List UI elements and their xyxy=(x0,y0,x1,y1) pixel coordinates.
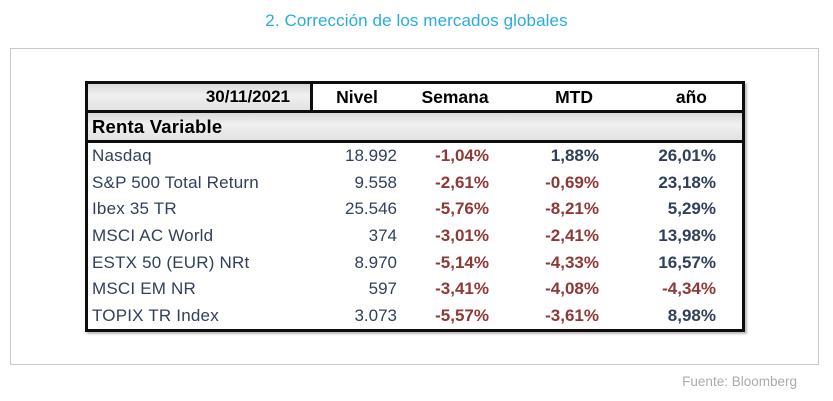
mtd-value: 1,88% xyxy=(550,146,599,166)
page-title: 2. Corrección de los mercados globales xyxy=(265,11,568,30)
table-row: TOPIX TR Index 3.073 -5,57% -3,61% 8,98% xyxy=(88,302,742,329)
mtd-value: -3,61% xyxy=(545,305,599,325)
row-label: MSCI AC World xyxy=(92,225,214,245)
mtd-value: -4,33% xyxy=(545,252,599,272)
date-header-cell: 30/11/2021 xyxy=(88,84,313,110)
table-row: Ibex 35 TR 25.546 -5,76% -8,21% 5,29% xyxy=(88,196,742,223)
source-note: Fuente: Bloomberg xyxy=(682,374,797,389)
table-header-row: 30/11/2021 Nivel Semana MTD año xyxy=(88,84,742,113)
semana-value: -3,01% xyxy=(435,225,489,245)
nivel-value: 25.546 xyxy=(345,199,397,219)
ano-value: 16,57% xyxy=(658,252,716,272)
markets-table: 30/11/2021 Nivel Semana MTD año Renta Va… xyxy=(85,81,745,332)
nivel-value: 374 xyxy=(368,225,397,245)
ano-value: 8,98% xyxy=(667,305,716,325)
col-header-mtd: MTD xyxy=(555,86,593,107)
mtd-value: -4,08% xyxy=(545,279,599,299)
col-header-semana: Semana xyxy=(421,86,489,107)
semana-value: -5,14% xyxy=(435,252,489,272)
row-label: TOPIX TR Index xyxy=(92,305,219,325)
ano-value: 5,29% xyxy=(667,199,716,219)
nivel-value: 18.992 xyxy=(345,146,397,166)
table-row: S&P 500 Total Return 9.558 -2,61% -0,69%… xyxy=(88,170,742,197)
col-header-nivel: Nivel xyxy=(336,86,378,107)
row-label: Nasdaq xyxy=(92,146,152,166)
table-row: MSCI EM NR 597 -3,41% -4,08% -4,34% xyxy=(88,276,742,303)
content-panel: 30/11/2021 Nivel Semana MTD año Renta Va… xyxy=(10,48,819,365)
nivel-value: 597 xyxy=(368,279,397,299)
mtd-value: -8,21% xyxy=(545,199,599,219)
table-row: Nasdaq 18.992 -1,04% 1,88% 26,01% xyxy=(88,143,742,170)
semana-value: -2,61% xyxy=(435,172,489,192)
nivel-value: 3.073 xyxy=(354,305,397,325)
ano-value: 23,18% xyxy=(658,172,716,192)
row-label: MSCI EM NR xyxy=(92,279,196,299)
col-header-ano: año xyxy=(675,86,707,107)
table-row: ESTX 50 (EUR) NRt 8.970 -5,14% -4,33% 16… xyxy=(88,249,742,276)
semana-value: -5,76% xyxy=(435,199,489,219)
semana-value: -5,57% xyxy=(435,305,489,325)
ano-value: 26,01% xyxy=(658,146,716,166)
mtd-value: -2,41% xyxy=(545,225,599,245)
mtd-value: -0,69% xyxy=(545,172,599,192)
row-label: ESTX 50 (EUR) NRt xyxy=(92,252,250,272)
ano-value: 13,98% xyxy=(658,225,716,245)
row-label: S&P 500 Total Return xyxy=(92,172,259,192)
semana-value: -1,04% xyxy=(435,146,489,166)
table-row: MSCI AC World 374 -3,01% -2,41% 13,98% xyxy=(88,223,742,250)
ano-value: -4,34% xyxy=(662,279,716,299)
section-header-renta-variable: Renta Variable xyxy=(88,113,742,143)
nivel-value: 9.558 xyxy=(354,172,397,192)
semana-value: -3,41% xyxy=(435,279,489,299)
nivel-value: 8.970 xyxy=(354,252,397,272)
row-label: Ibex 35 TR xyxy=(92,199,177,219)
